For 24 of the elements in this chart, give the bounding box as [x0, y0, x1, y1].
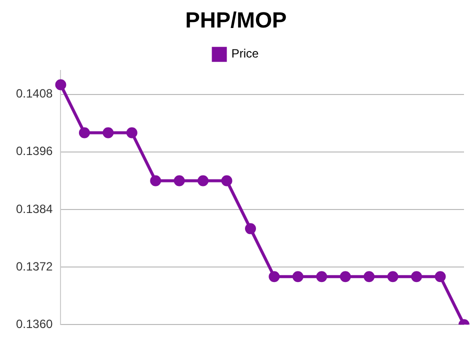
point — [78, 127, 90, 138]
point — [411, 271, 422, 282]
y-tick-label: 0.1384 — [16, 202, 54, 216]
point — [55, 79, 66, 90]
y-tick-label: 0.1360 — [16, 316, 54, 331]
y-tick-label: 0.1408 — [16, 86, 54, 101]
point — [244, 223, 256, 234]
y-tick-label: 0.1372 — [16, 259, 54, 274]
point — [387, 271, 398, 282]
point — [434, 271, 446, 282]
point — [340, 271, 351, 282]
point — [268, 271, 280, 282]
y-tick-label: 0.1396 — [16, 144, 54, 158]
point — [126, 127, 138, 138]
chart-title: PHP/MOP — [185, 7, 287, 32]
point — [150, 175, 162, 186]
point — [102, 127, 114, 138]
point — [221, 175, 232, 186]
point — [198, 175, 209, 186]
point — [364, 271, 375, 282]
legend-label: Price — [231, 46, 259, 61]
point — [316, 271, 328, 282]
point — [174, 175, 185, 186]
point — [292, 271, 304, 282]
